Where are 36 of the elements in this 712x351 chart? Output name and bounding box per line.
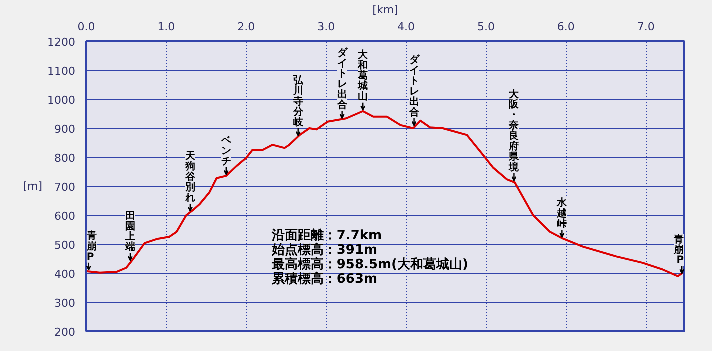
x-tick-label: 0.0: [78, 20, 96, 34]
annotation: 累積標高：663m: [270, 270, 378, 287]
y-tick-label: 400: [54, 268, 76, 281]
x-axis-title: [km]: [372, 4, 398, 16]
y-tick-label: 1000: [48, 94, 76, 107]
x-tick-label: 7.0: [637, 20, 655, 34]
annotation: 大和葛城山: [357, 48, 370, 103]
annotation: 天狗谷別れ: [184, 150, 196, 204]
y-tick-label: 600: [54, 210, 76, 223]
annotation: ベンチ: [220, 135, 232, 168]
x-tick-label: 6.0: [557, 20, 575, 34]
annotation: 最高標高：958.5m(大和葛城山): [270, 256, 468, 272]
y-axis-title: [m]: [23, 180, 43, 193]
y-tick-label: 300: [54, 297, 76, 310]
annotation: 弘川寺分岐: [292, 74, 304, 128]
annotation: 水越峠: [556, 197, 568, 230]
y-tick-label: 700: [54, 181, 76, 194]
y-tick-label: 1100: [48, 65, 76, 78]
x-tick-label: 5.0: [477, 20, 495, 34]
y-tick-label: 900: [54, 123, 76, 136]
annotation: ダイトレ出合: [408, 54, 420, 118]
y-tick-label: 200: [54, 326, 76, 339]
x-tick-label: 1.0: [158, 20, 176, 34]
annotation: 青崩P: [86, 230, 97, 263]
annotation: 始点標高：391m: [270, 242, 378, 258]
annotation: 青崩P: [673, 233, 684, 266]
annotation: 大阪・奈良府県境: [508, 88, 520, 174]
y-tick-label: 1200: [48, 36, 76, 49]
y-tick-label: 500: [54, 239, 76, 252]
x-tick-label: 4.0: [398, 20, 416, 34]
annotation: ダイトレ出合: [336, 46, 348, 112]
x-tick-label: 2.0: [238, 20, 256, 34]
annotation: 田園上端: [124, 210, 136, 254]
annotation: 沿面距離：7.7km: [270, 228, 382, 244]
y-tick-label: 800: [54, 152, 76, 165]
x-tick-label: 3.0: [318, 20, 336, 34]
